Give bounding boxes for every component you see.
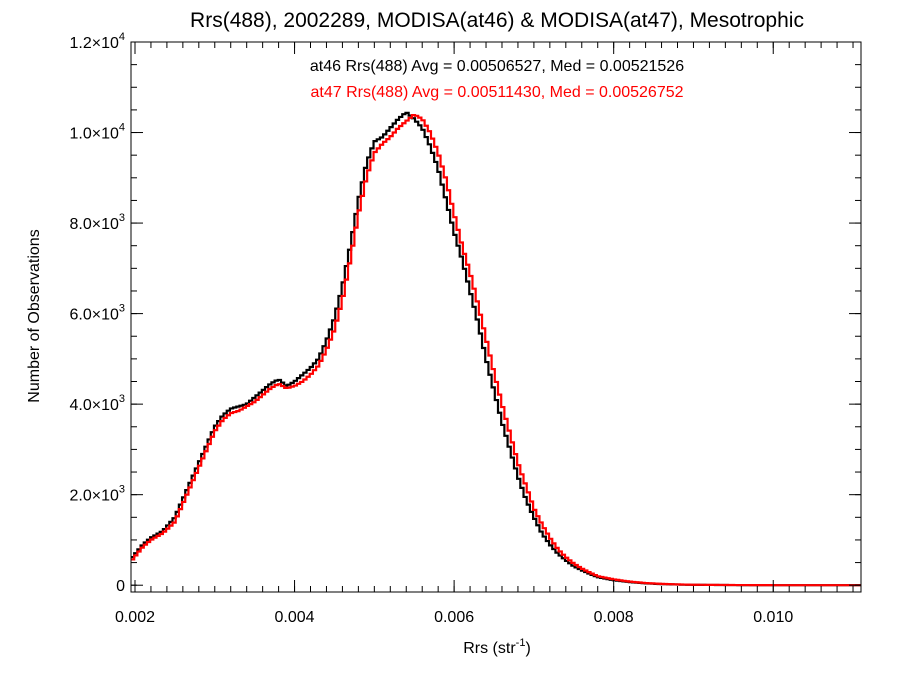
x-tick-label: 0.010 xyxy=(753,609,793,626)
annotation-at47-stats: at47 Rrs(488) Avg = 0.00511430, Med = 0.… xyxy=(310,84,683,101)
y-tick-label: 4.0×103 xyxy=(69,393,125,414)
chart-title: Rrs(488), 2002289, MODISA(at46) & MODISA… xyxy=(190,9,804,32)
series-at47-line xyxy=(131,114,861,587)
series-layer xyxy=(131,111,861,587)
y-tick-label: 1.0×104 xyxy=(69,122,125,143)
x-axis-label-tail: ) xyxy=(525,640,530,657)
x-tick-label: 0.008 xyxy=(594,609,634,626)
y-tick-label: 0 xyxy=(116,578,125,595)
y-tick-label: 8.0×103 xyxy=(69,212,125,233)
axes-layer: 0.002 0.004 0.006 0.008 0.010 0 2.0×103 4.0×103… xyxy=(69,31,862,626)
x-axis-label: Rrs (str-1) xyxy=(463,637,531,657)
x-axis-label-base: Rrs (str xyxy=(463,640,516,657)
x-tick-label: 0.004 xyxy=(275,609,315,626)
y-tick-label: 6.0×103 xyxy=(69,303,125,324)
x-axis-label-sup: -1 xyxy=(516,637,526,649)
annotation-at46-stats: at46 Rrs(488) Avg = 0.00506527, Med = 0.… xyxy=(310,58,684,75)
y-axis-label: Number of Observations xyxy=(26,229,43,402)
x-tick-label: 0.006 xyxy=(434,609,474,626)
y-tick-label: 2.0×103 xyxy=(69,484,125,505)
plot-frame xyxy=(130,41,862,593)
series-at46-line xyxy=(131,111,861,587)
y-tick-label: 1.2×104 xyxy=(69,31,125,52)
x-tick-label: 0.002 xyxy=(115,609,155,626)
